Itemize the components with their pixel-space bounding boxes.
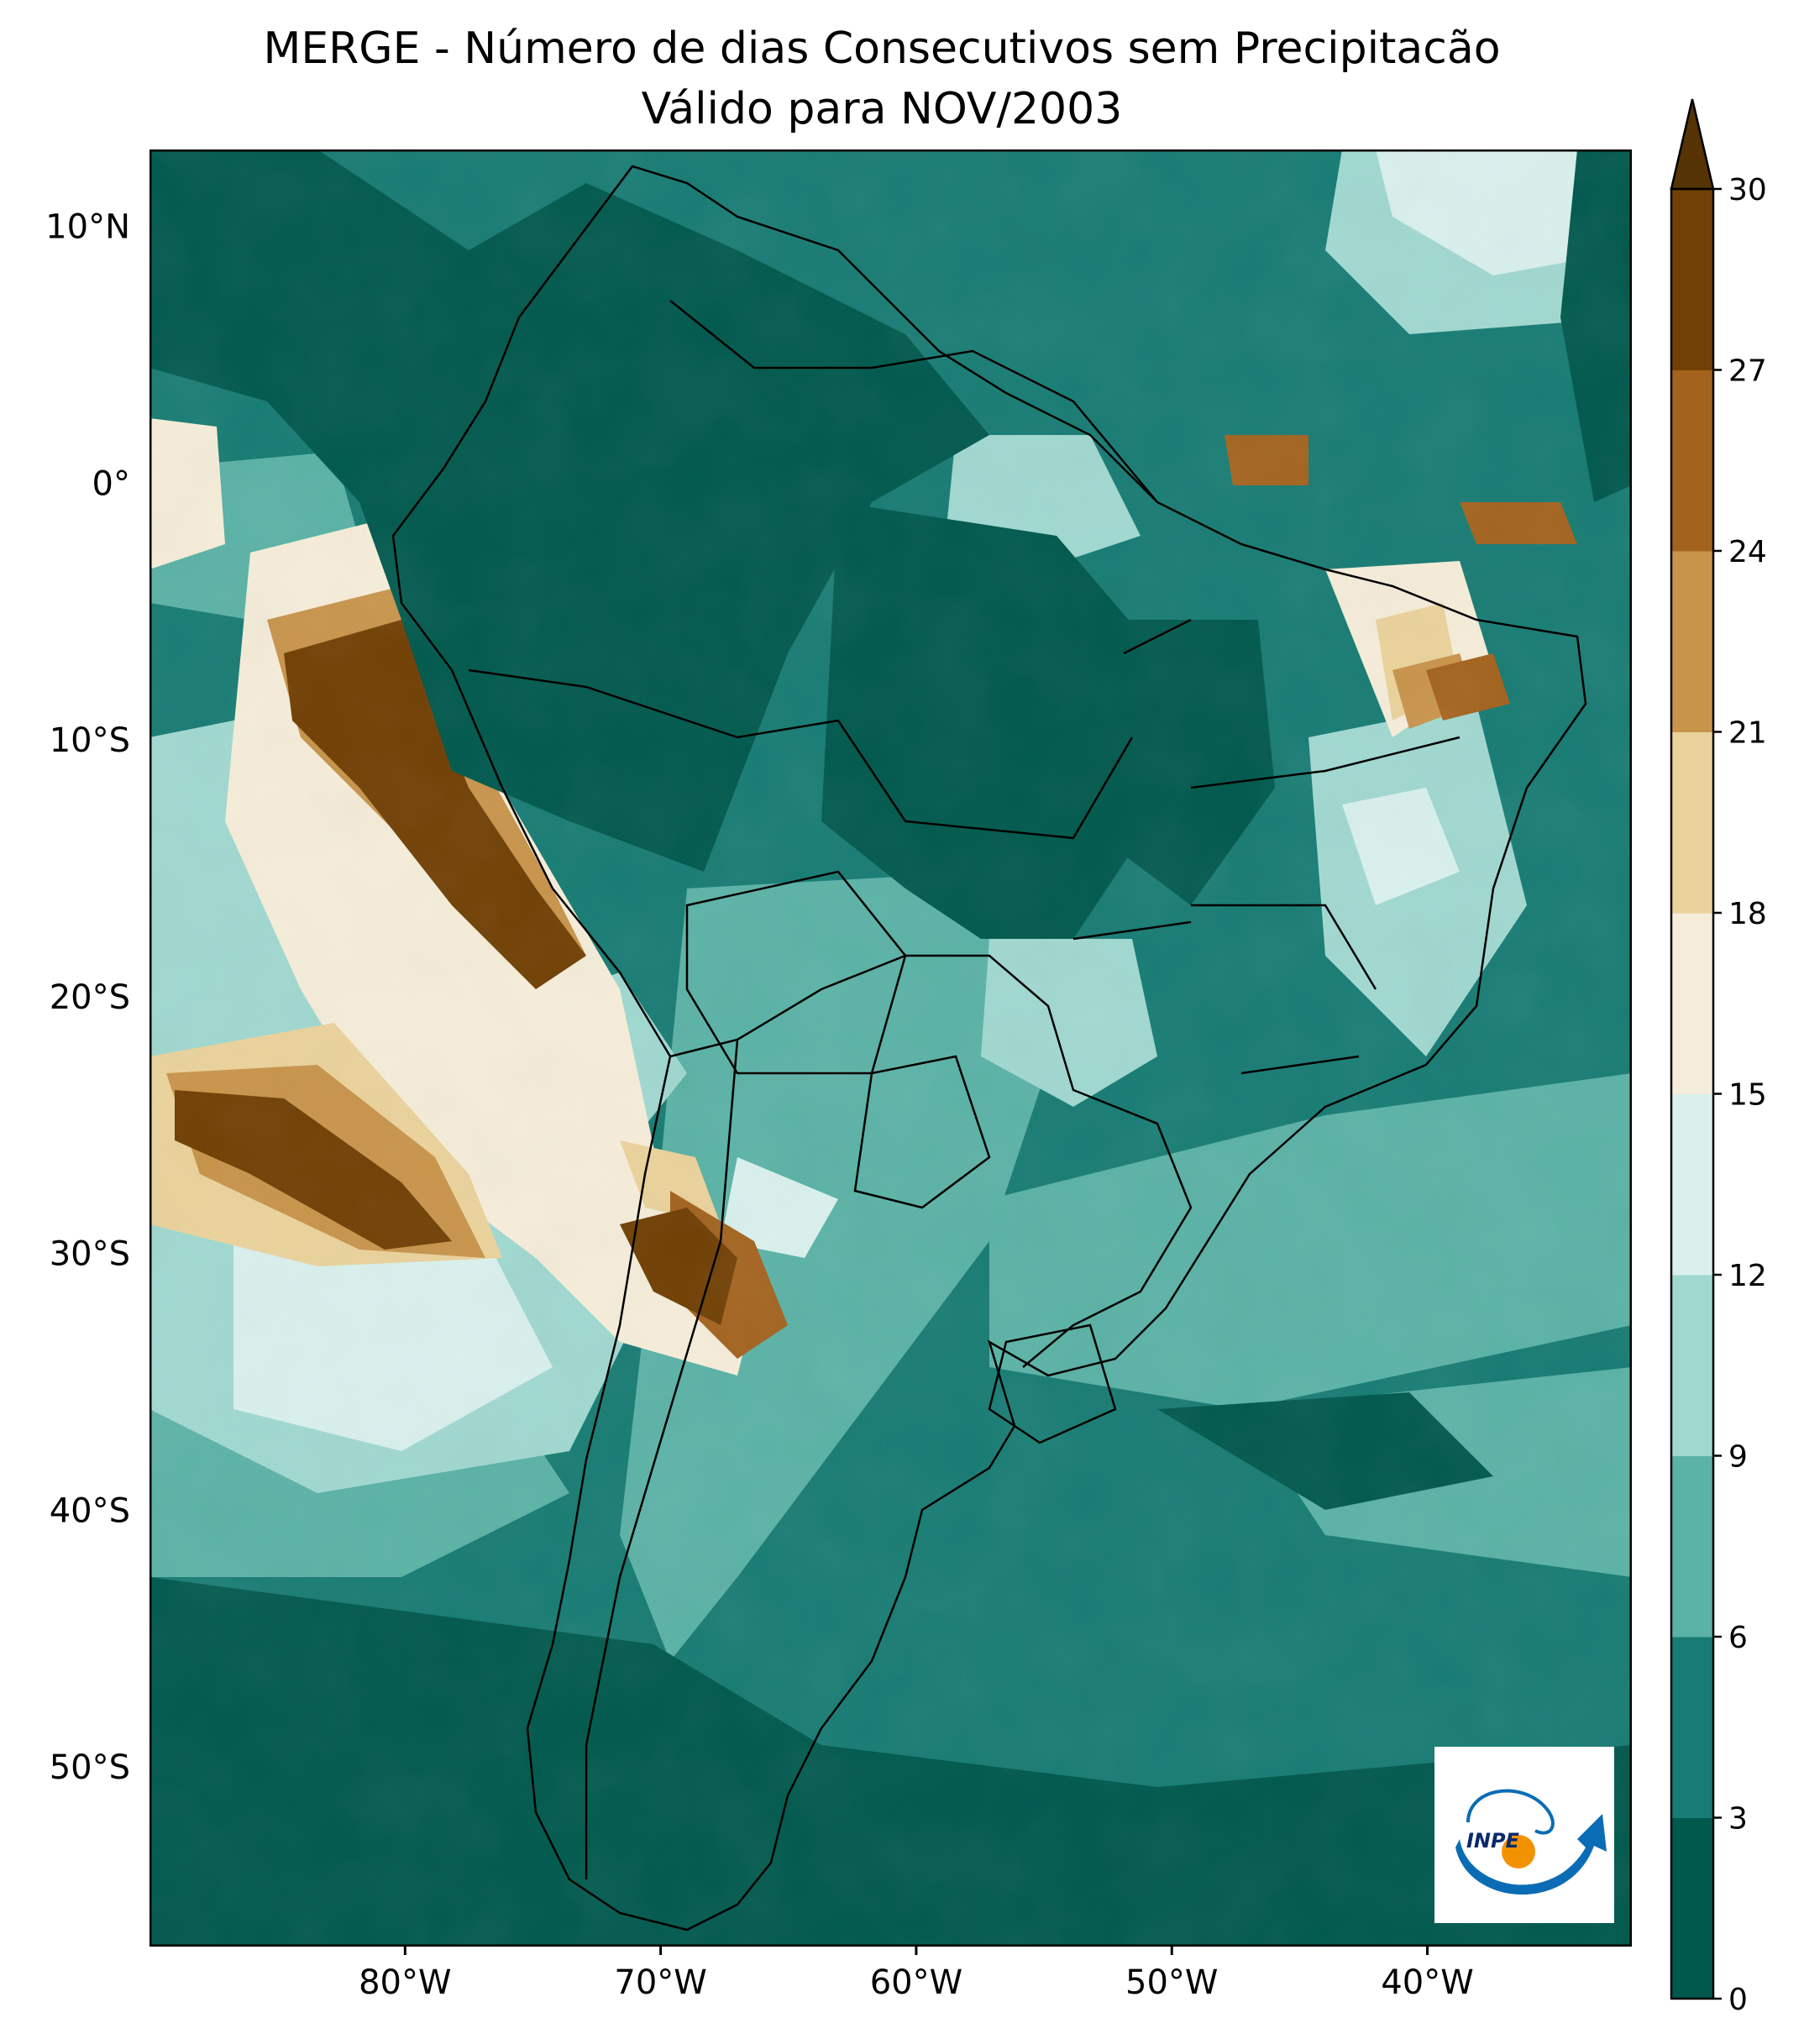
colorbar-label: 0 xyxy=(1728,1983,1748,2017)
brazil-states xyxy=(1072,618,1461,1075)
colorbar-extend-arrow xyxy=(1670,98,1715,191)
precipitation-map xyxy=(149,149,1632,1947)
colorbar-label: 3 xyxy=(1728,1802,1748,1837)
lat-tick-label: 0° xyxy=(92,464,130,503)
logo-swoosh-icon xyxy=(1455,1814,1607,1895)
guianas-border xyxy=(669,300,1158,503)
uruguay-border xyxy=(988,1323,1117,1444)
lon-tick-label: 50°W xyxy=(1125,1963,1218,2002)
colorbar-segment xyxy=(1671,1093,1713,1276)
lat-tick-label: 20°S xyxy=(50,978,130,1017)
logo-text: INPE xyxy=(1466,1829,1520,1853)
colorbar: 0 3 6 9 12 15 18 21 24 27 30 xyxy=(1670,98,1767,2017)
colorbar-segment xyxy=(1671,189,1713,370)
andes-border xyxy=(585,1039,739,1879)
colorbar-segment xyxy=(1671,369,1713,552)
amazon-border xyxy=(468,668,1134,840)
colorbar-label: 9 xyxy=(1728,1440,1748,1475)
country-borders xyxy=(391,165,1587,1931)
map-title-line-1: MERGE - Número de dias Consecutivos sem … xyxy=(263,24,1501,74)
colorbar-label: 18 xyxy=(1728,897,1767,931)
lon-tick-label: 80°W xyxy=(359,1963,451,2002)
colorbar-segment xyxy=(1671,913,1713,1094)
map-title-line-2: Válido para NOV/2003 xyxy=(641,84,1123,134)
colorbar-label: 27 xyxy=(1728,354,1767,389)
colorbar-label: 24 xyxy=(1728,535,1767,569)
lat-tick-label: 40°S xyxy=(50,1491,130,1530)
colorbar-label: 30 xyxy=(1728,173,1767,207)
paraguay-border xyxy=(853,1055,991,1209)
inpe-logo: INPE xyxy=(1434,1747,1614,1923)
bolivia-border xyxy=(685,870,907,1075)
brazil-border xyxy=(669,954,1193,1368)
texture-overlay xyxy=(149,149,1632,1947)
lon-tick-label: 40°W xyxy=(1381,1963,1473,2002)
map-frame xyxy=(149,149,1632,1947)
colorbar-label: 15 xyxy=(1728,1078,1767,1113)
latitude-axis: 10°N 0° 10°S 20°S 30°S 40°S 50°S xyxy=(45,208,130,1787)
lat-tick-label: 30°S xyxy=(50,1235,130,1274)
colorbar-segment xyxy=(1671,731,1713,914)
colorbar-label: 21 xyxy=(1728,716,1767,751)
lon-tick-label: 70°W xyxy=(614,1963,706,2002)
colorbar-segment xyxy=(1671,551,1713,732)
south-america-outline xyxy=(391,165,1587,1931)
colorbar-label: 6 xyxy=(1728,1621,1748,1655)
logo-orbit-icon xyxy=(1466,1789,1555,1835)
lat-tick-label: 50°S xyxy=(50,1748,130,1787)
lat-tick-label: 10°S xyxy=(50,721,130,760)
colorbar-label: 12 xyxy=(1728,1259,1767,1293)
lat-tick-label: 10°N xyxy=(45,208,130,247)
colorbar-segment xyxy=(1671,1637,1713,1818)
longitude-axis: 80°W 70°W 60°W 50°W 40°W xyxy=(359,1945,1474,2002)
colorbar-segment xyxy=(1671,1817,1713,1999)
colorbar-segment xyxy=(1671,1455,1713,1638)
colorbar-segment xyxy=(1671,1275,1713,1456)
lon-tick-label: 60°W xyxy=(870,1963,962,2002)
logo-sun-icon xyxy=(1502,1835,1535,1868)
